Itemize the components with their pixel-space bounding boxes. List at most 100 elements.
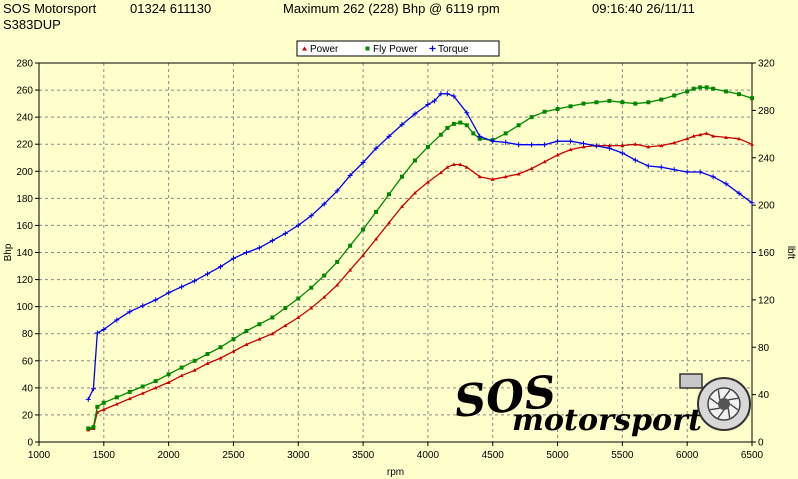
- data-point: [516, 142, 522, 148]
- data-point: [166, 290, 172, 296]
- data-point: [217, 264, 223, 270]
- data-point: [95, 404, 100, 409]
- data-point: [231, 349, 236, 353]
- y2-tick-label: 40: [758, 390, 770, 401]
- data-point: [438, 132, 443, 137]
- data-point: [309, 285, 314, 290]
- x-tick-label: 3500: [352, 450, 375, 461]
- series-group: [85, 85, 755, 432]
- data-point: [555, 153, 560, 157]
- data-point: [464, 165, 469, 169]
- data-point: [444, 91, 450, 97]
- data-point: [127, 389, 132, 394]
- y-axis-left: 0 20 40 60 80 100 120 140 160 180 200 220 240 260 280: [16, 59, 39, 449]
- data-point: [594, 100, 599, 105]
- data-point: [153, 385, 158, 390]
- y2-axis-label: lbft: [785, 246, 796, 260]
- data-point: [723, 181, 729, 187]
- turbo-blade: [717, 390, 721, 400]
- data-point: [555, 107, 560, 112]
- x-tick-label: 6000: [676, 450, 699, 461]
- data-point: [458, 120, 463, 125]
- data-point: [698, 132, 703, 137]
- data-point: [685, 89, 690, 94]
- data-point: [218, 345, 223, 350]
- y-axis-right: 0 40 80 120 160 200 240 280 320: [752, 59, 775, 449]
- data-point: [399, 204, 404, 208]
- x-tick-label: 1500: [93, 450, 116, 461]
- data-point: [127, 309, 133, 315]
- data-point: [373, 145, 379, 151]
- data-point: [257, 322, 262, 327]
- data-point: [101, 400, 106, 405]
- y2-tick-label: 120: [758, 295, 775, 306]
- data-point: [85, 396, 91, 402]
- data-point: [659, 97, 664, 102]
- data-point: [269, 238, 275, 244]
- data-point: [140, 391, 145, 395]
- y-tick-label: 40: [22, 383, 34, 394]
- data-point: [445, 165, 450, 169]
- data-point: [659, 143, 664, 148]
- data-point: [101, 326, 107, 332]
- data-point: [282, 231, 288, 237]
- turbo-blade: [723, 389, 731, 399]
- data-point: [192, 358, 197, 363]
- data-point: [704, 131, 709, 135]
- data-point: [684, 169, 690, 175]
- data-point: [192, 278, 198, 284]
- data-point: [607, 98, 612, 103]
- data-point: [451, 93, 457, 99]
- data-point: [503, 139, 509, 145]
- data-point: [140, 384, 145, 389]
- data-point: [607, 143, 612, 148]
- data-point: [230, 255, 236, 261]
- data-point: [750, 142, 754, 146]
- data-point: [516, 123, 521, 128]
- data-point: [399, 122, 405, 128]
- turbo-icon: [679, 373, 751, 431]
- data-point: [633, 142, 638, 146]
- data-point: [361, 227, 366, 232]
- vehicle-registration: S383DUP: [3, 17, 61, 32]
- data-point: [387, 220, 392, 225]
- y2-tick-label: 320: [758, 59, 775, 70]
- data-point: [101, 407, 106, 412]
- data-point: [205, 352, 210, 357]
- data-point: [114, 402, 119, 406]
- legend-box: [296, 40, 500, 57]
- data-point: [91, 425, 96, 430]
- turbo-blade: [717, 409, 725, 419]
- data-point: [114, 395, 119, 400]
- data-point: [295, 222, 301, 228]
- data-point: [645, 163, 651, 169]
- data-point: [503, 174, 508, 179]
- y-tick-label: 120: [16, 275, 33, 286]
- data-point: [477, 133, 483, 139]
- data-point: [503, 131, 508, 136]
- data-point: [542, 142, 548, 148]
- data-point: [568, 147, 573, 152]
- data-point: [490, 138, 496, 144]
- data-point: [685, 136, 690, 141]
- data-point: [736, 190, 742, 196]
- data-point: [347, 173, 353, 179]
- data-point: [698, 85, 703, 90]
- data-point: [243, 250, 249, 255]
- data-point: [471, 131, 476, 136]
- y2-tick-label: 80: [758, 343, 770, 354]
- data-point: [192, 368, 197, 372]
- y-tick-label: 100: [16, 302, 33, 313]
- y-tick-label: 140: [16, 248, 33, 259]
- data-point: [711, 134, 716, 138]
- phone-number: 01324 611130: [130, 1, 212, 16]
- data-point: [94, 330, 100, 336]
- data-point: [127, 396, 132, 401]
- data-point: [542, 109, 547, 114]
- legend-label: Torque: [438, 44, 469, 55]
- y2-tick-label: 280: [758, 106, 775, 117]
- turbo-blade: [710, 407, 720, 411]
- data-point: [593, 143, 599, 149]
- data-point: [361, 253, 366, 257]
- x-tick-label: 5500: [611, 450, 634, 461]
